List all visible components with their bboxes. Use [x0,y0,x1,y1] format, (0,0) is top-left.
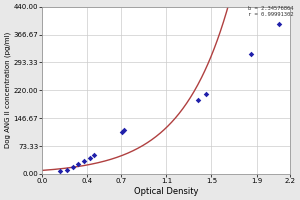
Point [57,170,62,173]
X-axis label: Optical Density: Optical Density [134,187,199,196]
Point [277,22,281,25]
Point [203,92,208,96]
Point [196,98,200,101]
Point [76,163,80,166]
Point [121,129,126,132]
Y-axis label: Dog ANG II concentration (pg/ml): Dog ANG II concentration (pg/ml) [4,32,11,148]
Text: b = 2.34576864
r = 0.99991302: b = 2.34576864 r = 0.99991302 [248,6,294,17]
Point [65,168,70,172]
Point [70,165,75,169]
Point [248,53,253,56]
Point [81,160,86,163]
Point [87,156,92,159]
Point [120,130,125,134]
Point [92,153,97,156]
